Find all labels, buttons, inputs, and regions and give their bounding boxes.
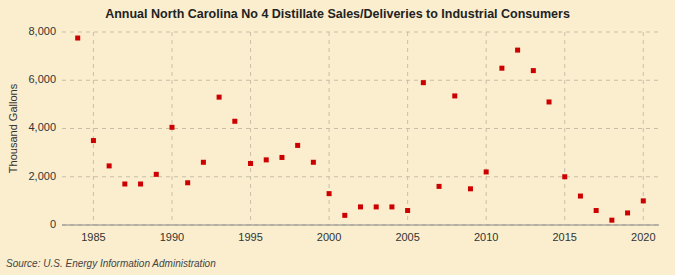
point	[641, 198, 646, 203]
point	[342, 213, 347, 218]
point	[389, 204, 394, 209]
y-axis-label: Thousand Gallons	[7, 83, 19, 173]
point	[484, 169, 489, 174]
point	[499, 66, 504, 71]
y-grid-line	[62, 128, 659, 129]
chart-container: 0 2,000 4,000 6,000 8,000 1985 1990 1995 2000 200…	[0, 0, 675, 275]
x-tick-label: 1995	[238, 231, 262, 243]
point	[122, 181, 127, 186]
y-tick-label: 4,000	[28, 121, 56, 133]
y-tick-label: 8,000	[28, 25, 56, 37]
point	[248, 161, 253, 166]
point	[594, 208, 599, 213]
x-tick-label: 1990	[160, 231, 184, 243]
point	[515, 48, 520, 53]
point	[547, 99, 552, 104]
x-tick-label: 2010	[474, 231, 498, 243]
point	[531, 68, 536, 73]
point	[578, 194, 583, 199]
point	[625, 210, 630, 215]
point	[311, 160, 316, 165]
point	[437, 184, 442, 189]
x-tick-label: 2005	[395, 231, 419, 243]
axes: 0 2,000 4,000 6,000 8,000 1985 1990 1995 2000 200…	[28, 25, 659, 243]
point	[217, 95, 222, 100]
point	[452, 93, 457, 98]
x-grid-line	[407, 32, 408, 225]
point	[358, 204, 363, 209]
source-note: Source: U.S. Energy Information Administ…	[6, 258, 216, 269]
data-points	[75, 36, 646, 223]
title: Annual North Carolina No 4 Distillate Sa…	[105, 7, 570, 21]
y-grid-line	[62, 225, 659, 226]
point	[264, 157, 269, 162]
x-grid-line	[643, 32, 644, 225]
y-tick-label: 0	[50, 218, 56, 230]
point	[201, 160, 206, 165]
x-axis-line	[62, 225, 659, 226]
y-grid-line	[62, 32, 659, 33]
y-grid-line	[62, 176, 659, 177]
point	[75, 36, 80, 41]
x-grid-line	[250, 32, 251, 225]
point	[562, 174, 567, 179]
background	[0, 0, 675, 275]
x-grid-line	[486, 32, 487, 225]
x-grid-line	[564, 32, 565, 225]
point	[185, 180, 190, 185]
point	[421, 80, 426, 85]
point	[232, 119, 237, 124]
point	[468, 186, 473, 191]
point	[405, 208, 410, 213]
chart-svg: 0 2,000 4,000 6,000 8,000 1985 1990 1995 2000 200…	[0, 0, 675, 275]
x-tick-label: 2020	[631, 231, 655, 243]
x-tick-label: 2000	[317, 231, 341, 243]
point	[279, 155, 284, 160]
point	[138, 181, 143, 186]
grid	[62, 32, 659, 225]
point	[374, 204, 379, 209]
point	[91, 138, 96, 143]
point	[609, 218, 614, 223]
point	[327, 191, 332, 196]
y-grid-line	[62, 80, 659, 81]
y-tick-label: 6,000	[28, 73, 56, 85]
point	[107, 163, 112, 168]
point	[295, 143, 300, 148]
x-tick-label: 1985	[81, 231, 105, 243]
x-tick-label: 2015	[552, 231, 576, 243]
point	[154, 172, 159, 177]
x-grid-line	[93, 32, 94, 225]
point	[169, 125, 174, 130]
y-tick-label: 2,000	[28, 170, 56, 182]
